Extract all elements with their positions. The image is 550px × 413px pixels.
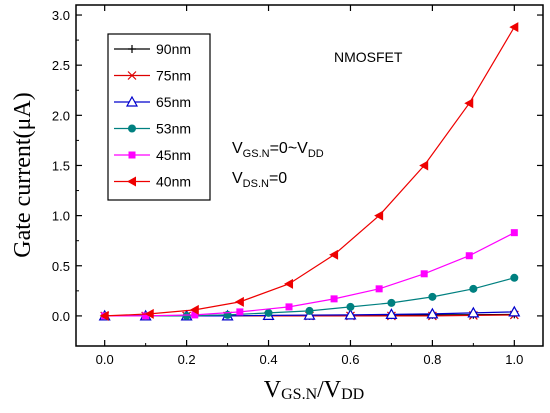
legend-item-65nm: 65nm <box>114 94 191 110</box>
data-point <box>426 307 439 319</box>
data-point <box>346 302 355 311</box>
annotation-nmosfet: NMOSFET <box>334 49 403 65</box>
data-point <box>284 278 294 289</box>
data-point <box>234 296 244 307</box>
data-point <box>182 311 191 320</box>
series-line <box>104 26 515 317</box>
y-tick-label: 1.5 <box>52 158 70 173</box>
y-tick-label: 0.0 <box>52 309 70 324</box>
data-point <box>329 249 339 260</box>
data-point <box>465 252 473 260</box>
data-point <box>464 98 474 109</box>
data-point <box>144 308 154 319</box>
legend-items: 90nm 75nm 65nm 53nm 45nm 40nm <box>114 41 191 190</box>
data-point <box>189 304 199 315</box>
legend-label: 90nm <box>156 41 191 57</box>
data-point <box>374 210 384 221</box>
series-40nm <box>99 22 519 321</box>
legend-label: 65nm <box>156 94 191 110</box>
data-point <box>420 270 428 278</box>
y-tick-label: 0.5 <box>52 259 70 274</box>
annotation-vgs: VGS.N=0~VDD <box>232 140 324 160</box>
series-line <box>104 232 515 317</box>
legend-item-53nm: 53nm <box>114 121 191 137</box>
legend-label: 45nm <box>156 147 191 163</box>
x-tick-label: 0.0 <box>96 352 114 367</box>
data-point <box>285 303 293 311</box>
data-point <box>419 160 429 171</box>
data-point <box>467 306 480 318</box>
x-tick-label: 0.2 <box>178 352 196 367</box>
legend-marker <box>128 151 136 159</box>
data-point <box>99 310 109 321</box>
y-tick-label: 2.0 <box>52 108 70 123</box>
data-point <box>142 312 150 320</box>
data-point <box>375 285 383 293</box>
legend-marker <box>128 124 136 133</box>
legend: 90nm 75nm 65nm 53nm 45nm 40nm <box>107 33 211 201</box>
legend-box <box>107 33 211 201</box>
x-tick-label: 0.8 <box>423 352 441 367</box>
y-tick-label: 3.0 <box>52 8 70 23</box>
legend-item-40nm: 40nm <box>114 174 191 190</box>
data-point <box>305 306 314 315</box>
annotation-vds: VDS.N=0 <box>232 170 287 190</box>
data-point <box>509 22 519 33</box>
legend-label: 53nm <box>156 121 191 137</box>
legend-marker <box>127 176 136 187</box>
legend-item-45nm: 45nm <box>114 147 191 163</box>
data-point <box>428 292 437 301</box>
data-point <box>469 284 478 293</box>
legend-item-90nm: 90nm <box>114 41 191 57</box>
x-tick-label: 1.0 <box>505 352 523 367</box>
axis-ticks: 0.0 0.2 0.4 0.6 0.8 1.0 0.0 0.5 1.0 1.5 2.0 2.5 3.0 <box>52 5 543 367</box>
legend-item-75nm: 75nm <box>114 68 191 84</box>
legend-marker <box>128 45 136 53</box>
data-point <box>385 308 398 320</box>
legend-marker <box>125 95 139 107</box>
data-point <box>330 295 338 303</box>
y-axis-title: Gate current(μA) <box>10 92 36 257</box>
series-layer <box>98 22 521 321</box>
data-point <box>191 311 199 319</box>
y-tick-label: 2.5 <box>52 58 70 73</box>
legend-label: 40nm <box>156 174 191 190</box>
data-point <box>344 308 357 320</box>
x-axis-title: VGS.N/VDD <box>264 377 364 403</box>
legend-marker <box>127 71 137 80</box>
data-point <box>264 308 273 317</box>
data-point <box>510 229 518 237</box>
series-45nm <box>101 229 518 320</box>
y-tick-label: 1.0 <box>52 209 70 224</box>
data-point <box>510 273 519 282</box>
data-point <box>508 305 521 317</box>
x-tick-label: 0.4 <box>259 352 277 367</box>
legend-label: 75nm <box>156 68 191 84</box>
x-tick-label: 0.6 <box>341 352 359 367</box>
data-point <box>387 298 396 307</box>
data-point <box>236 308 244 316</box>
